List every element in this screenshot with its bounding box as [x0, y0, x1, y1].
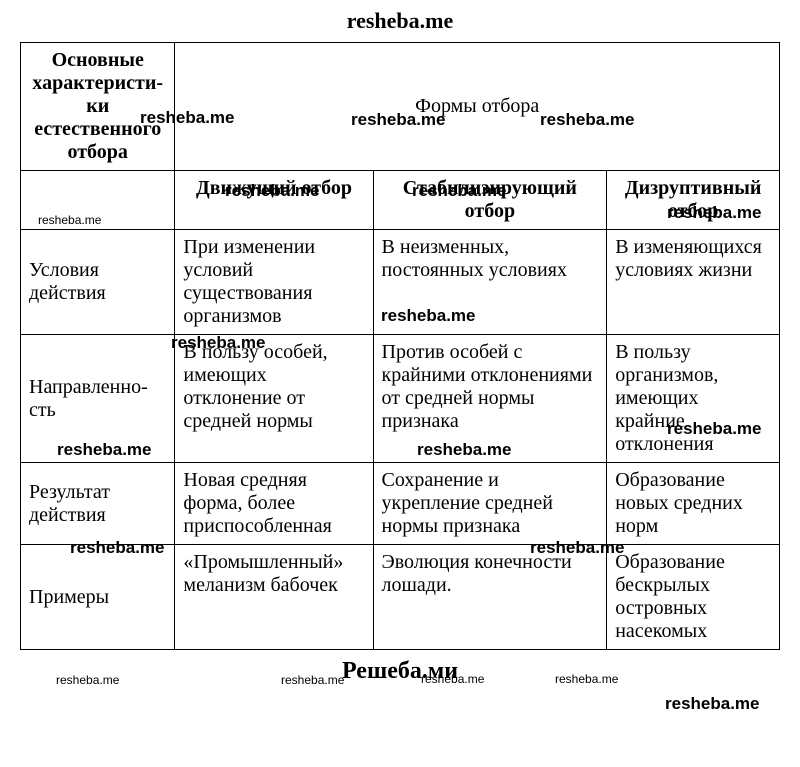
page-header: resheba.me	[0, 0, 800, 42]
page-footer: Решеба.ми	[0, 650, 800, 693]
empty-cell	[21, 171, 175, 230]
cell-stabilizing: Эволюция конечности лошади.	[373, 545, 607, 650]
cell-stabilizing: В неизменных, постоянных условиях	[373, 230, 607, 335]
cell-disruptive: Образование бескрылых островных насекомы…	[607, 545, 780, 650]
cell-stabilizing: Против особей с крайними отклонениями от…	[373, 335, 607, 463]
subheader-driving: Движущий отбор	[175, 171, 373, 230]
cell-disruptive: Образование новых средних норм	[607, 463, 780, 545]
header-right: Формы отбора	[175, 43, 780, 171]
subheader-stabilizing: Стабилизирующий отбор	[373, 171, 607, 230]
table-row: Примеры «Промышленный» меланизм бабочек …	[21, 545, 780, 650]
header-row-2: Движущий отбор Стабилизирующий отбор Диз…	[21, 171, 780, 230]
row-label: Примеры	[21, 545, 175, 650]
table-row: Условия действия При изменении условий с…	[21, 230, 780, 335]
cell-driving: В пользу особей, имеющих отклонение от с…	[175, 335, 373, 463]
cell-driving: При изменении условий существования орга…	[175, 230, 373, 335]
subheader-disruptive: Дизруптивны­й отбор	[607, 171, 780, 230]
row-label: Направленно­сть	[21, 335, 175, 463]
row-label: Условия действия	[21, 230, 175, 335]
table-row: Результат действия Новая средняя форма, …	[21, 463, 780, 545]
header-left: Основные характеристи­ки естественного о…	[21, 43, 175, 171]
selection-forms-table: Основные характеристи­ки естественного о…	[20, 42, 780, 650]
cell-disruptive: В изменяющихся условиях жизни	[607, 230, 780, 335]
header-row-1: Основные характеристи­ки естественного о…	[21, 43, 780, 171]
watermark-text: resheba.me	[665, 694, 760, 714]
cell-disruptive: В пользу организмов, имеющих крайние отк…	[607, 335, 780, 463]
cell-stabilizing: Сохранение и укрепление средней нормы пр…	[373, 463, 607, 545]
row-label: Результат действия	[21, 463, 175, 545]
table-row: Направленно­сть В пользу особей, имеющих…	[21, 335, 780, 463]
cell-driving: «Промышленный» меланизм бабочек	[175, 545, 373, 650]
cell-driving: Новая средняя форма, более приспособленн…	[175, 463, 373, 545]
